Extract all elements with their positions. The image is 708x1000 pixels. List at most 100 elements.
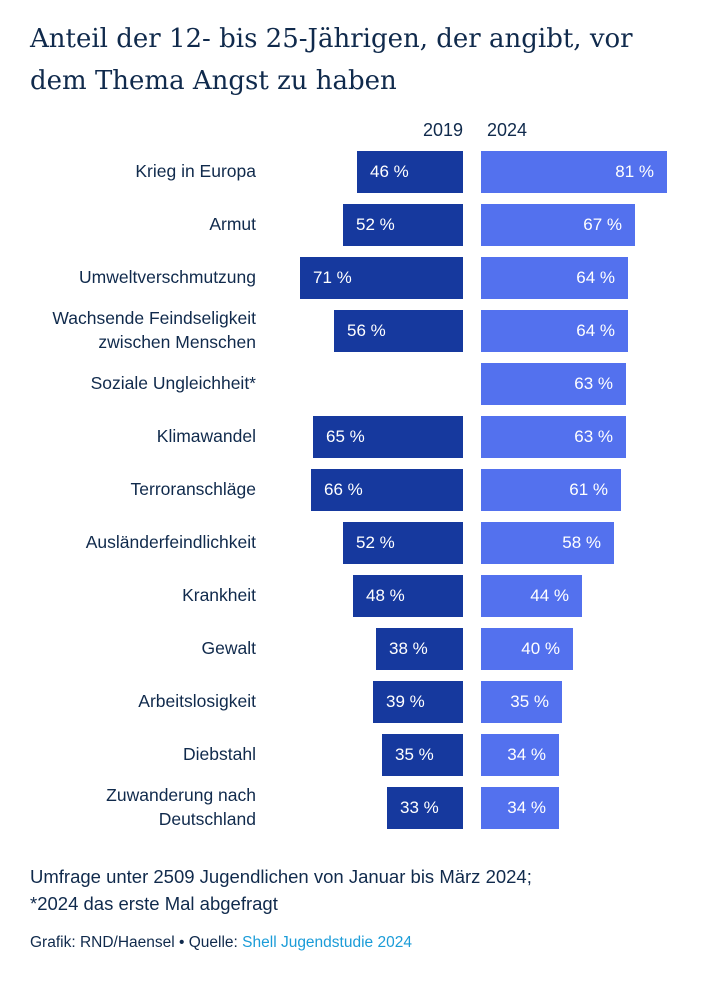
bar-2024: 67 % bbox=[481, 203, 635, 246]
bar-cell-2019: 65 % bbox=[270, 410, 463, 463]
bar-cell-2024: 63 % bbox=[481, 357, 668, 410]
category-label: Armut bbox=[209, 213, 256, 234]
category-label: Krankheit bbox=[182, 584, 256, 605]
bar-cell-2024: 34 % bbox=[481, 728, 668, 781]
chart-row: Klimawandel 65 % 63 % bbox=[30, 410, 668, 463]
bar-2024: 61 % bbox=[481, 468, 621, 511]
bar-cell-2024: 61 % bbox=[481, 463, 668, 516]
bar-2024: 63 % bbox=[481, 362, 626, 405]
bar-cell-2019: 38 % bbox=[270, 622, 463, 675]
bar-2019-value: 38 % bbox=[389, 638, 428, 658]
bar-2019-value: 71 % bbox=[313, 267, 352, 287]
category-label: Klimawandel bbox=[156, 425, 256, 446]
footnote-line-2: *2024 das erste Mal abgefragt bbox=[30, 893, 278, 915]
credit-text: Grafik: RND/Haensel • Quelle: bbox=[30, 933, 243, 951]
bar-cell-2019 bbox=[270, 357, 463, 410]
bar-2019: 33 % bbox=[387, 786, 463, 829]
bar-2024-value: 81 % bbox=[615, 161, 654, 181]
bar-2024-value: 34 % bbox=[507, 797, 546, 817]
bar-2019-value: 46 % bbox=[370, 161, 409, 181]
bar-2024: 35 % bbox=[481, 680, 562, 723]
bar-2024: 44 % bbox=[481, 574, 582, 617]
chart-card: Anteil der 12- bis 25-Jährigen, der angi… bbox=[30, 24, 668, 952]
bar-cell-2019: 52 % bbox=[270, 198, 463, 251]
bar-2019: 38 % bbox=[376, 627, 463, 670]
bar-cell-2024: 64 % bbox=[481, 304, 668, 357]
category-label: Krieg in Europa bbox=[135, 160, 256, 181]
bar-2024: 34 % bbox=[481, 786, 559, 829]
source-link[interactable]: Shell Jugendstudie 2024 bbox=[242, 933, 412, 951]
chart-row: Arbeitslosigkeit 39 % 35 % bbox=[30, 675, 668, 728]
bar-cell-2019: 48 % bbox=[270, 569, 463, 622]
bar-cell-2024: 35 % bbox=[481, 675, 668, 728]
category-label: Umweltverschmutzung bbox=[79, 266, 256, 287]
chart-rows: Krieg in Europa 46 % 81 % Armut 52 % 67 … bbox=[30, 145, 668, 834]
bar-2024-value: 63 % bbox=[574, 373, 613, 393]
column-header-2019: 2019 bbox=[422, 120, 463, 141]
bar-2024: 58 % bbox=[481, 521, 614, 564]
bar-2024-value: 35 % bbox=[510, 691, 549, 711]
bar-cell-2024: 64 % bbox=[481, 251, 668, 304]
bar-2024-value: 44 % bbox=[530, 585, 569, 605]
bar-2024: 63 % bbox=[481, 415, 626, 458]
chart-row: Zuwanderung nach Deutschland 33 % 34 % bbox=[30, 781, 668, 834]
header-spacer bbox=[30, 120, 270, 141]
bar-2024: 64 % bbox=[481, 256, 628, 299]
category-label: Arbeitslosigkeit bbox=[138, 690, 256, 711]
bar-2019: 48 % bbox=[353, 574, 463, 617]
bar-cell-2019: 46 % bbox=[270, 145, 463, 198]
category-label: Soziale Ungleichheit* bbox=[90, 372, 256, 393]
footnote-line-1: Umfrage unter 2509 Jugendlichen von Janu… bbox=[30, 866, 532, 888]
bar-2019: 35 % bbox=[382, 733, 463, 776]
bar-2019: 56 % bbox=[334, 309, 463, 352]
chart-row: Krieg in Europa 46 % 81 % bbox=[30, 145, 668, 198]
category-label: Wachsende Feindseligkeit zwischen Mensch… bbox=[52, 308, 256, 352]
bar-2019: 52 % bbox=[343, 521, 463, 564]
bar-2024-value: 63 % bbox=[574, 426, 613, 446]
category-label: Terroranschläge bbox=[130, 478, 256, 499]
bar-2019-value: 52 % bbox=[356, 532, 395, 552]
bar-cell-2024: 44 % bbox=[481, 569, 668, 622]
bar-cell-2024: 40 % bbox=[481, 622, 668, 675]
bar-cell-2024: 67 % bbox=[481, 198, 668, 251]
chart-row: Diebstahl 35 % 34 % bbox=[30, 728, 668, 781]
bar-cell-2019: 39 % bbox=[270, 675, 463, 728]
bar-cell-2019: 52 % bbox=[270, 516, 463, 569]
bar-cell-2019: 35 % bbox=[270, 728, 463, 781]
bar-2019: 66 % bbox=[311, 468, 463, 511]
credit-line: Grafik: RND/Haensel • Quelle: Shell Juge… bbox=[30, 934, 668, 952]
bar-cell-2019: 33 % bbox=[270, 781, 463, 834]
chart-row: Gewalt 38 % 40 % bbox=[30, 622, 668, 675]
category-label: Gewalt bbox=[201, 637, 256, 658]
chart-row: Soziale Ungleichheit* 63 % bbox=[30, 357, 668, 410]
column-header-2024: 2024 bbox=[487, 120, 528, 141]
bar-2024-value: 34 % bbox=[507, 744, 546, 764]
bar-2024-value: 64 % bbox=[576, 267, 615, 287]
chart-row: Krankheit 48 % 44 % bbox=[30, 569, 668, 622]
bar-cell-2024: 63 % bbox=[481, 410, 668, 463]
category-label: Diebstahl bbox=[183, 743, 256, 764]
page-title: Anteil der 12- bis 25-Jährigen, der angi… bbox=[30, 24, 633, 97]
bar-2024: 81 % bbox=[481, 150, 667, 193]
bar-cell-2024: 58 % bbox=[481, 516, 668, 569]
bar-2019-value: 39 % bbox=[386, 691, 425, 711]
bar-2019-value: 48 % bbox=[366, 585, 405, 605]
chart-row: Terroranschläge 66 % 61 % bbox=[30, 463, 668, 516]
bar-2019-value: 33 % bbox=[400, 797, 439, 817]
bar-cell-2024: 34 % bbox=[481, 781, 668, 834]
bar-2019-value: 56 % bbox=[347, 320, 386, 340]
bar-2019-value: 66 % bbox=[324, 479, 363, 499]
chart-row: Ausländerfeindlichkeit 52 % 58 % bbox=[30, 516, 668, 569]
chart-row: Wachsende Feindseligkeit zwischen Mensch… bbox=[30, 304, 668, 357]
bar-2024-value: 64 % bbox=[576, 320, 615, 340]
bar-cell-2019: 66 % bbox=[270, 463, 463, 516]
bar-2019: 39 % bbox=[373, 680, 463, 723]
bar-2019: 46 % bbox=[357, 150, 463, 193]
footnote: Umfrage unter 2509 Jugendlichen von Janu… bbox=[30, 864, 668, 918]
bar-2019: 52 % bbox=[343, 203, 463, 246]
bar-2019: 65 % bbox=[313, 415, 463, 458]
bar-2024-value: 58 % bbox=[562, 532, 601, 552]
bar-cell-2024: 81 % bbox=[481, 145, 668, 198]
bar-2019-value: 52 % bbox=[356, 214, 395, 234]
bar-2024-value: 61 % bbox=[569, 479, 608, 499]
